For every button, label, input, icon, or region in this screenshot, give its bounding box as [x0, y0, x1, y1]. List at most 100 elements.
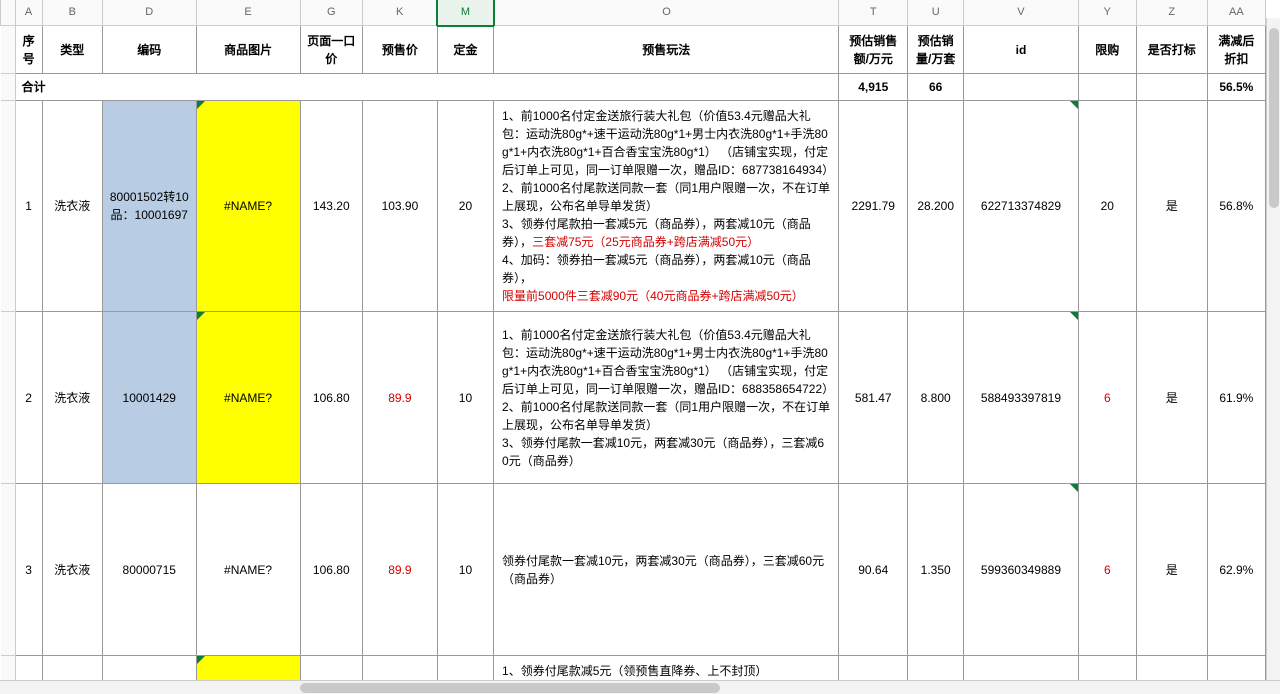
cell-V[interactable]: 622713374829 [964, 101, 1078, 312]
cell-K[interactable]: 89.9 [362, 484, 437, 656]
cell-M[interactable] [437, 656, 493, 681]
cell-M[interactable]: 20 [437, 101, 493, 312]
cell-AA[interactable] [1207, 656, 1265, 681]
totals-T[interactable]: 4,915 [839, 74, 908, 101]
cell-D[interactable]: 10001429 [102, 312, 196, 484]
col-header-M[interactable]: M [437, 0, 493, 26]
cell-V[interactable]: 588493397819 [964, 312, 1078, 484]
cell-G[interactable]: 106.80 [300, 484, 362, 656]
cell-D[interactable]: 80000715 [102, 484, 196, 656]
column-letter-row[interactable]: ABDEGKMOTUVYZAA [1, 0, 1266, 26]
cell-Y[interactable] [1078, 656, 1136, 681]
cell-A[interactable]: 3 [15, 484, 42, 656]
cell-O[interactable]: 1、领券付尾款减5元（领预售直降券、上不封顶） [494, 656, 839, 681]
totals-Y[interactable] [1078, 74, 1136, 101]
header-AA[interactable]: 满减后折扣 [1207, 26, 1265, 74]
col-header-Y[interactable]: Y [1078, 0, 1136, 26]
cell-U[interactable]: 28.200 [908, 101, 964, 312]
totals-V[interactable] [964, 74, 1078, 101]
cell-AA[interactable]: 56.8% [1207, 101, 1265, 312]
header-E[interactable]: 商品图片 [196, 26, 300, 74]
cell-Y[interactable]: 6 [1078, 312, 1136, 484]
totals-Z[interactable] [1136, 74, 1207, 101]
header-U[interactable]: 预估销量/万套 [908, 26, 964, 74]
cell-T[interactable] [839, 656, 908, 681]
cell-K[interactable]: 103.90 [362, 101, 437, 312]
col-header-B[interactable]: B [42, 0, 102, 26]
cell-V[interactable]: 599360349889 [964, 484, 1078, 656]
header-Y[interactable]: 限购 [1078, 26, 1136, 74]
cell-E[interactable]: #NAME? [196, 484, 300, 656]
row-header[interactable] [1, 312, 16, 484]
cell-O[interactable]: 1、前1000名付定金送旅行装大礼包（价值53.4元赠品大礼包：运动洗80g*+… [494, 101, 839, 312]
cell-D[interactable]: 80001502转10品：10001697 [102, 101, 196, 312]
grid-scroll-area[interactable]: ABDEGKMOTUVYZAA 序号类型编码商品图片页面一口价预售价定金预售玩法… [0, 0, 1266, 680]
cell-Z[interactable] [1136, 656, 1207, 681]
cell-A[interactable]: 1 [15, 101, 42, 312]
header-B[interactable]: 类型 [42, 26, 102, 74]
cell-O[interactable]: 领券付尾款一套减10元，两套减30元（商品券），三套减60元（商品券） [494, 484, 839, 656]
cell-O[interactable]: 1、前1000名付定金送旅行装大礼包（价值53.4元赠品大礼包：运动洗80g*+… [494, 312, 839, 484]
col-header-O[interactable]: O [494, 0, 839, 26]
cell-U[interactable]: 8.800 [908, 312, 964, 484]
col-header-K[interactable]: K [362, 0, 437, 26]
cell-V[interactable] [964, 656, 1078, 681]
cell-B[interactable]: 洗衣液 [42, 101, 102, 312]
cell-B[interactable] [42, 656, 102, 681]
row-header[interactable] [1, 101, 16, 312]
col-header-AA[interactable]: AA [1207, 0, 1265, 26]
header-M[interactable]: 定金 [437, 26, 493, 74]
vertical-scrollbar[interactable] [1266, 18, 1280, 680]
cell-T[interactable]: 90.64 [839, 484, 908, 656]
header-D[interactable]: 编码 [102, 26, 196, 74]
cell-K[interactable] [362, 656, 437, 681]
col-header-U[interactable]: U [908, 0, 964, 26]
cell-G[interactable]: 106.80 [300, 312, 362, 484]
cell-A[interactable]: 2 [15, 312, 42, 484]
cell-AA[interactable]: 62.9% [1207, 484, 1265, 656]
col-header-V[interactable]: V [964, 0, 1078, 26]
cell-M[interactable]: 10 [437, 484, 493, 656]
totals-U[interactable]: 66 [908, 74, 964, 101]
cell-Y[interactable]: 6 [1078, 484, 1136, 656]
cell-E[interactable]: #NAME? [196, 101, 300, 312]
row-header[interactable] [1, 656, 16, 681]
totals-label[interactable]: 合计 [15, 74, 839, 101]
header-Z[interactable]: 是否打标 [1136, 26, 1207, 74]
col-header-D[interactable]: D [102, 0, 196, 26]
col-header-Z[interactable]: Z [1136, 0, 1207, 26]
col-header-G[interactable]: G [300, 0, 362, 26]
cell-Y[interactable]: 20 [1078, 101, 1136, 312]
row-header[interactable] [1, 74, 16, 101]
row-header[interactable] [1, 484, 16, 656]
header-A[interactable]: 序号 [15, 26, 42, 74]
vertical-scroll-thumb[interactable] [1269, 28, 1279, 208]
cell-U[interactable]: 1.350 [908, 484, 964, 656]
cell-G[interactable]: 143.20 [300, 101, 362, 312]
header-T[interactable]: 预估销售额/万元 [839, 26, 908, 74]
cell-D[interactable] [102, 656, 196, 681]
cell-E[interactable]: #NAME? [196, 312, 300, 484]
col-header-A[interactable]: A [15, 0, 42, 26]
header-V[interactable]: id [964, 26, 1078, 74]
totals-AA[interactable]: 56.5% [1207, 74, 1265, 101]
select-all-corner[interactable] [1, 0, 16, 26]
header-K[interactable]: 预售价 [362, 26, 437, 74]
row-header[interactable] [1, 26, 16, 74]
horizontal-scroll-thumb[interactable] [300, 683, 720, 693]
cell-B[interactable]: 洗衣液 [42, 312, 102, 484]
cell-G[interactable] [300, 656, 362, 681]
cell-E[interactable] [196, 656, 300, 681]
cell-Z[interactable]: 是 [1136, 312, 1207, 484]
cell-Z[interactable]: 是 [1136, 484, 1207, 656]
cell-AA[interactable]: 61.9% [1207, 312, 1265, 484]
cell-K[interactable]: 89.9 [362, 312, 437, 484]
col-header-T[interactable]: T [839, 0, 908, 26]
horizontal-scrollbar[interactable] [0, 680, 1280, 694]
col-header-E[interactable]: E [196, 0, 300, 26]
cell-U[interactable] [908, 656, 964, 681]
header-O[interactable]: 预售玩法 [494, 26, 839, 74]
header-G[interactable]: 页面一口价 [300, 26, 362, 74]
cell-M[interactable]: 10 [437, 312, 493, 484]
cell-T[interactable]: 2291.79 [839, 101, 908, 312]
